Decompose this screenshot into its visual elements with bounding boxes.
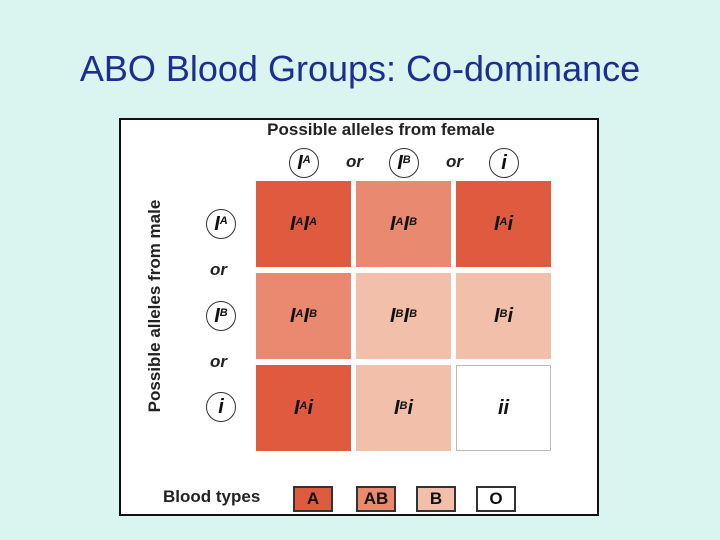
genotype-allele-letter: I	[389, 304, 396, 327]
genotype-allele-letter: I	[303, 212, 310, 235]
genotype-allele-letter: I	[403, 304, 410, 327]
male-allele-circle: i	[206, 392, 236, 422]
male-alleles-header: Possible alleles from male	[145, 199, 164, 413]
or-label: or	[346, 152, 363, 171]
genotype-allele-letter: i	[503, 396, 510, 419]
genotype-allele-letter: i	[507, 304, 514, 327]
genotype-allele-superscript: A	[395, 216, 404, 228]
genotype-allele-letter: I	[389, 212, 396, 235]
female-allele-circle: i	[489, 148, 519, 178]
genotype-allele-superscript: A	[299, 400, 308, 412]
male-allele-superscript: A	[219, 215, 228, 227]
male-allele-letter: i	[218, 395, 224, 418]
genotype-allele-superscript: B	[409, 216, 418, 228]
genotype-allele-letter: i	[497, 396, 504, 419]
genotype-allele-superscript: A	[309, 216, 318, 228]
female-allele-letter: I	[397, 151, 403, 174]
genotype-allele-letter: I	[493, 304, 500, 327]
genotype-allele-superscript: B	[309, 308, 318, 320]
page-title: ABO Blood Groups: Co-dominance	[79, 48, 641, 89]
genotype-allele-letter: I	[403, 212, 410, 235]
female-allele-letter: I	[297, 151, 303, 174]
genotype-allele-superscript: B	[395, 308, 404, 320]
punnett-square-panel: Possible alleles from female Possible al…	[119, 118, 599, 516]
genotype-allele-letter: i	[507, 212, 514, 235]
legend-swatch-ab: AB	[356, 486, 396, 512]
female-allele-superscript: B	[402, 154, 411, 166]
female-alleles-header: Possible alleles from female	[267, 120, 495, 139]
genotype-allele-letter: i	[307, 396, 314, 419]
blood-types-legend-label: Blood types	[163, 487, 261, 506]
genotype-allele-letter: I	[289, 304, 296, 327]
legend-swatch-o: O	[476, 486, 516, 512]
female-allele-superscript: A	[302, 154, 311, 166]
genotype-allele-letter: I	[493, 212, 500, 235]
genotype-allele-superscript: A	[295, 308, 304, 320]
or-label: or	[210, 352, 227, 371]
male-allele-letter: I	[214, 304, 220, 327]
or-label: or	[446, 152, 463, 171]
legend-swatch-a: A	[293, 486, 333, 512]
legend-swatch-b: B	[416, 486, 456, 512]
male-allele-letter: I	[214, 212, 220, 235]
female-allele-letter: i	[501, 151, 507, 174]
genotype-allele-superscript: B	[399, 400, 408, 412]
genotype-allele-letter: I	[393, 396, 400, 419]
genotype-allele-superscript: B	[409, 308, 418, 320]
genotype-allele-letter: I	[303, 304, 310, 327]
genotype-allele-letter: I	[289, 212, 296, 235]
male-allele-superscript: B	[219, 307, 228, 319]
genotype-allele-superscript: B	[499, 308, 508, 320]
genotype-allele-superscript: A	[295, 216, 304, 228]
or-label: or	[210, 260, 227, 279]
genotype-allele-superscript: A	[499, 216, 508, 228]
genotype-allele-letter: i	[407, 396, 414, 419]
genotype-allele-letter: I	[293, 396, 300, 419]
